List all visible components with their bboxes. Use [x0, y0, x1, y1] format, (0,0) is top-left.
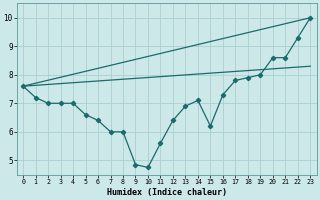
- X-axis label: Humidex (Indice chaleur): Humidex (Indice chaleur): [107, 188, 227, 197]
